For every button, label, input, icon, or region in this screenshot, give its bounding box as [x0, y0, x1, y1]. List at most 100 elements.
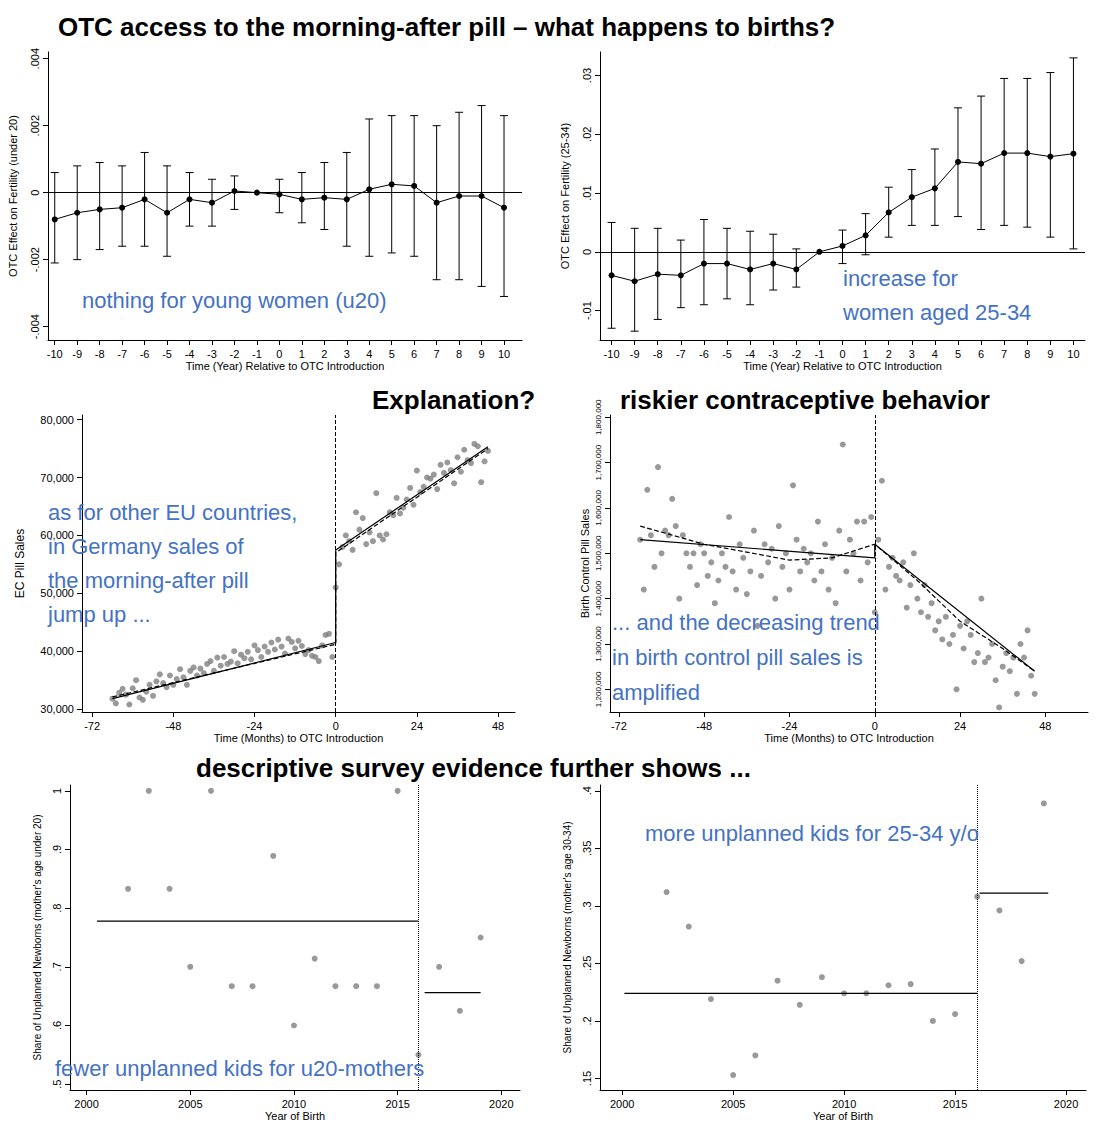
svg-text:2020: 2020 — [489, 1098, 513, 1110]
svg-text:EC Pill Sales: EC Pill Sales — [13, 529, 27, 598]
svg-text:1,700,000: 1,700,000 — [594, 444, 603, 480]
svg-text:.02: .02 — [581, 127, 593, 142]
svg-text:4: 4 — [366, 348, 372, 360]
svg-text:9: 9 — [1047, 348, 1053, 360]
svg-text:-6: -6 — [699, 348, 709, 360]
svg-text:-9: -9 — [72, 348, 82, 360]
svg-text:2000: 2000 — [74, 1098, 98, 1110]
svg-text:80,000: 80,000 — [40, 414, 74, 426]
svg-text:2010: 2010 — [282, 1098, 306, 1110]
svg-text:3: 3 — [344, 348, 350, 360]
svg-text:-1: -1 — [815, 348, 825, 360]
svg-text:Share of Unplanned Newborns (m: Share of Unplanned Newborns (mother's ag… — [562, 821, 573, 1053]
svg-text:.35: .35 — [581, 841, 593, 856]
svg-text:Time (Months) to OTC Introduct: Time (Months) to OTC Introduction — [764, 732, 934, 744]
svg-text:0: 0 — [29, 190, 41, 196]
svg-text:8: 8 — [1024, 348, 1030, 360]
svg-text:amplified: amplified — [612, 680, 700, 705]
svg-text:24: 24 — [411, 720, 423, 732]
svg-text:-.002: -.002 — [29, 247, 41, 272]
svg-text:riskier contraceptive behavior: riskier contraceptive behavior — [620, 385, 990, 415]
svg-text:Share of Unplanned Newborns (m: Share of Unplanned Newborns (mother's ag… — [32, 815, 43, 1061]
svg-text:.3: .3 — [581, 901, 593, 910]
svg-text:2010: 2010 — [832, 1098, 856, 1110]
svg-text:the morning-after pill: the morning-after pill — [48, 568, 249, 593]
svg-text:6: 6 — [411, 348, 417, 360]
svg-text:2015: 2015 — [385, 1098, 409, 1110]
svg-text:0: 0 — [333, 720, 339, 732]
svg-text:.7: .7 — [51, 962, 63, 971]
svg-text:-24: -24 — [247, 720, 263, 732]
svg-text:fewer unplanned kids for u20-m: fewer unplanned kids for u20-mothers — [55, 1056, 424, 1081]
svg-text:-24: -24 — [782, 720, 798, 732]
svg-text:in birth control pill sales is: in birth control pill sales is — [612, 645, 863, 670]
svg-text:24: 24 — [954, 720, 966, 732]
svg-text:5: 5 — [955, 348, 961, 360]
svg-text:2020: 2020 — [1054, 1098, 1078, 1110]
svg-text:Year of Birth: Year of Birth — [813, 1110, 873, 1122]
svg-text:women aged 25-34: women aged 25-34 — [842, 300, 1031, 325]
svg-text:-9: -9 — [630, 348, 640, 360]
svg-text:-3: -3 — [207, 348, 217, 360]
svg-text:-.004: -.004 — [29, 314, 41, 339]
svg-text:1,400,000: 1,400,000 — [594, 580, 603, 616]
svg-text:2005: 2005 — [178, 1098, 202, 1110]
svg-text:8: 8 — [456, 348, 462, 360]
svg-text:nothing for young women (u20): nothing for young women (u20) — [82, 288, 387, 313]
svg-text:Year of Birth: Year of Birth — [265, 1110, 325, 1122]
svg-text:1,200,000: 1,200,000 — [594, 671, 603, 707]
svg-text:7: 7 — [1001, 348, 1007, 360]
svg-text:1: 1 — [863, 348, 869, 360]
svg-text:OTC Effect on Fertility (under: OTC Effect on Fertility (under 20) — [7, 115, 19, 277]
svg-text:.8: .8 — [51, 904, 63, 913]
svg-text:-8: -8 — [95, 348, 105, 360]
svg-text:-48: -48 — [696, 720, 712, 732]
svg-text:2: 2 — [886, 348, 892, 360]
svg-text:1: 1 — [299, 348, 305, 360]
svg-text:0: 0 — [581, 249, 593, 255]
svg-text:40,000: 40,000 — [40, 645, 74, 657]
svg-text:70,000: 70,000 — [40, 472, 74, 484]
svg-text:.002: .002 — [29, 115, 41, 136]
svg-text:-10: -10 — [604, 348, 620, 360]
svg-text:2000: 2000 — [610, 1098, 634, 1110]
svg-text:10: 10 — [1067, 348, 1079, 360]
svg-text:jump up ...: jump up ... — [47, 602, 151, 627]
svg-text:-5: -5 — [722, 348, 732, 360]
svg-text:OTC access to the morning-afte: OTC access to the morning-after pill – w… — [58, 12, 835, 42]
svg-text:Explanation?: Explanation? — [372, 385, 535, 415]
svg-text:30,000: 30,000 — [40, 703, 74, 715]
svg-text:-8: -8 — [653, 348, 663, 360]
svg-text:.01: .01 — [581, 185, 593, 200]
svg-text:-10: -10 — [47, 348, 63, 360]
svg-text:.5: .5 — [51, 1080, 63, 1089]
svg-text:-72: -72 — [611, 720, 627, 732]
svg-text:Time (Year) Relative to OTC In: Time (Year) Relative to OTC Introduction — [743, 360, 941, 372]
svg-text:10: 10 — [498, 348, 510, 360]
svg-text:-48: -48 — [165, 720, 181, 732]
svg-text:0: 0 — [839, 348, 845, 360]
svg-text:1,500,000: 1,500,000 — [594, 535, 603, 571]
svg-text:-1: -1 — [252, 348, 262, 360]
svg-text:-6: -6 — [140, 348, 150, 360]
svg-text:1,600,000: 1,600,000 — [594, 490, 603, 526]
svg-text:-7: -7 — [117, 348, 127, 360]
svg-text:increase for: increase for — [843, 266, 958, 291]
svg-text:... and the decreasing trend: ... and the decreasing trend — [612, 610, 880, 635]
svg-text:as for other EU countries,: as for other EU countries, — [48, 500, 297, 525]
svg-text:0: 0 — [276, 348, 282, 360]
svg-text:-7: -7 — [676, 348, 686, 360]
svg-text:2005: 2005 — [721, 1098, 745, 1110]
svg-text:3: 3 — [909, 348, 915, 360]
svg-text:in Germany sales of: in Germany sales of — [48, 534, 245, 559]
svg-text:2015: 2015 — [943, 1098, 967, 1110]
svg-text:-2: -2 — [791, 348, 801, 360]
svg-text:-4: -4 — [185, 348, 195, 360]
svg-text:-4: -4 — [745, 348, 755, 360]
svg-text:-3: -3 — [768, 348, 778, 360]
svg-text:Time (Year) Relative to OTC In: Time (Year) Relative to OTC Introduction — [186, 360, 384, 372]
svg-text:-.01: -.01 — [581, 301, 593, 320]
svg-text:.25: .25 — [581, 956, 593, 971]
svg-text:Time (Months) to OTC Introduct: Time (Months) to OTC Introduction — [214, 732, 384, 744]
svg-text:more unplanned kids for 25-34: more unplanned kids for 25-34 y/o — [645, 821, 979, 846]
